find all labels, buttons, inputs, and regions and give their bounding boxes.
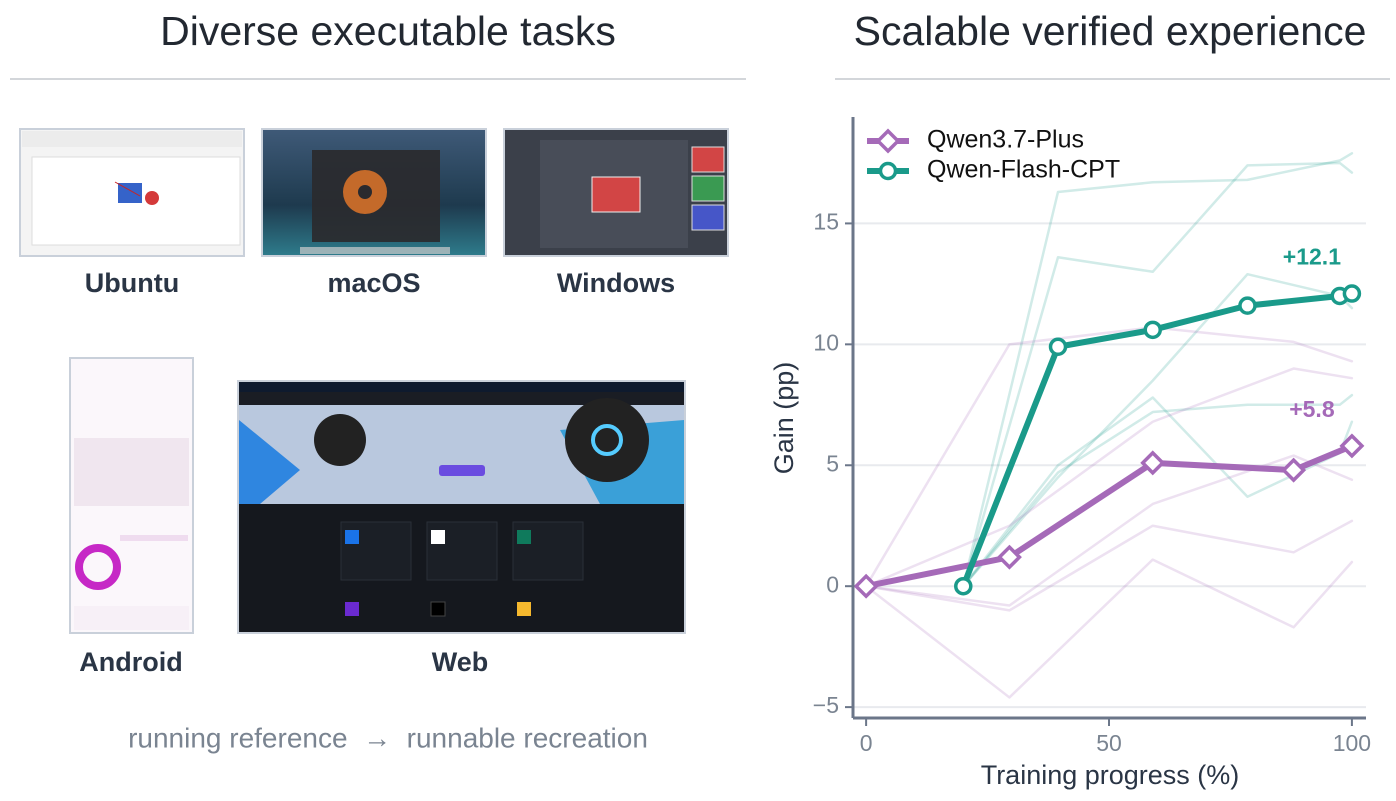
platform-label: macOS [327, 268, 420, 298]
y-axis-title: Gain (pp) [769, 362, 799, 475]
point [996, 544, 1022, 570]
faint-line [864, 519, 1354, 612]
point [1342, 284, 1362, 303]
x-tick-label: 50 [1096, 730, 1122, 756]
series-line [863, 442, 1355, 590]
legend-label: Qwen3.7-Plus [927, 126, 1084, 154]
x-tick-label: 100 [1333, 730, 1371, 756]
faint-line [864, 454, 1354, 607]
faint-line [864, 326, 1354, 588]
legend-marker [875, 128, 901, 154]
platform-label: Web [432, 647, 489, 677]
platform-label: Windows [557, 268, 675, 298]
y-tick-label: 10 [813, 329, 839, 355]
x-axis-title: Training progress (%) [981, 760, 1240, 790]
faint-line [962, 152, 1354, 588]
point [1143, 320, 1162, 340]
point [954, 576, 973, 596]
ubuntu-thumbnail [19, 128, 245, 257]
chart-title: Scalable verified experience [854, 8, 1367, 54]
point [1238, 296, 1257, 315]
faint-line [962, 396, 1354, 588]
faint-line [962, 272, 1354, 588]
x-tick-label: 0 [860, 730, 873, 756]
macos-thumbnail [261, 128, 487, 257]
y-tick-label: −5 [813, 692, 839, 718]
legend-label: Qwen-Flash-CPT [927, 156, 1120, 184]
faint-line [864, 558, 1354, 699]
panel-title: Diverse executable tasks [160, 8, 616, 54]
web-thumbnail [237, 380, 686, 634]
point [1048, 337, 1068, 357]
faint-line [864, 367, 1354, 588]
legend-marker [878, 161, 898, 181]
point [1281, 457, 1307, 483]
y-tick-label: 0 [826, 571, 839, 597]
y-tick-label: 5 [826, 450, 839, 476]
end-label: +12.1 [1283, 244, 1341, 270]
android-thumbnail [69, 357, 194, 634]
faint-line [962, 161, 1354, 588]
faint-line [962, 393, 1354, 588]
end-label: +5.8 [1289, 396, 1335, 422]
windows-thumbnail [503, 128, 729, 257]
platform-label: Ubuntu [85, 268, 179, 298]
point [853, 573, 879, 599]
point [1339, 433, 1365, 459]
point [1140, 450, 1166, 476]
y-tick-label: 15 [813, 208, 839, 234]
caption: running reference → runnable recreation [128, 722, 648, 753]
platform-label: Android [79, 647, 182, 677]
